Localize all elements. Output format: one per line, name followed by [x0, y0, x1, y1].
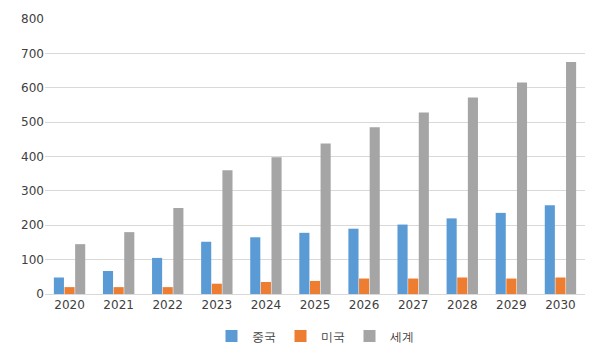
- svg-text:2021: 2021: [103, 298, 134, 312]
- svg-text:2024: 2024: [251, 298, 282, 312]
- svg-text:500: 500: [21, 115, 44, 129]
- svg-text:2023: 2023: [202, 298, 233, 312]
- svg-text:400: 400: [21, 150, 44, 164]
- svg-text:800: 800: [21, 12, 44, 26]
- svg-text:2025: 2025: [300, 298, 331, 312]
- svg-text:2030: 2030: [545, 298, 576, 312]
- svg-text:2027: 2027: [398, 298, 429, 312]
- svg-text:2028: 2028: [447, 298, 478, 312]
- svg-text:2029: 2029: [496, 298, 527, 312]
- svg-text:2020: 2020: [54, 298, 85, 312]
- svg-text:중국: 중국: [252, 330, 276, 344]
- svg-text:200: 200: [21, 218, 44, 232]
- svg-text:700: 700: [21, 47, 44, 61]
- svg-text:2026: 2026: [349, 298, 380, 312]
- svg-text:600: 600: [21, 81, 44, 95]
- svg-text:세계: 세계: [390, 330, 414, 344]
- svg-text:2022: 2022: [152, 298, 183, 312]
- svg-text:100: 100: [21, 253, 44, 267]
- svg-text:300: 300: [21, 184, 44, 198]
- svg-text:0: 0: [36, 287, 44, 301]
- svg-text:미국: 미국: [321, 330, 345, 344]
